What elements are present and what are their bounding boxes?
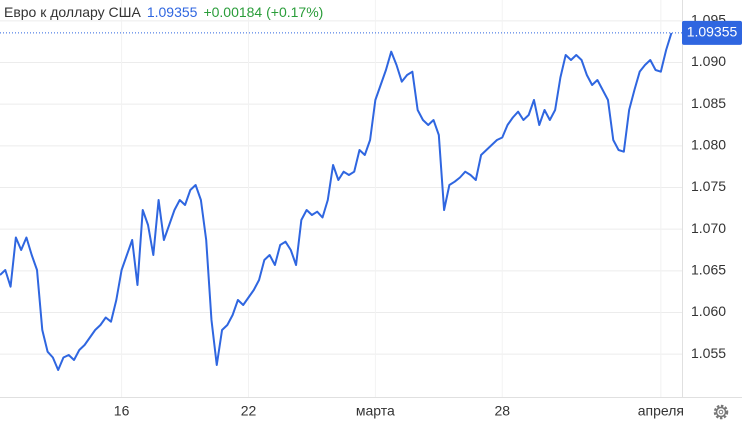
x-tick-label: марта bbox=[356, 403, 395, 419]
x-tick-label: 28 bbox=[494, 403, 510, 419]
plot bbox=[0, 32, 682, 371]
header: Евро к доллару США 1.09355 +0.00184 (+0.17… bbox=[4, 4, 323, 20]
x-tick-label: апреля bbox=[638, 403, 684, 419]
current-price: 1.09355 bbox=[147, 4, 198, 20]
price-badge-label: 1.09355 bbox=[687, 24, 738, 40]
price-badge bbox=[682, 20, 742, 45]
gear-teeth bbox=[713, 404, 729, 420]
x-tick-label: 22 bbox=[241, 403, 257, 419]
x-tick-label: 16 bbox=[114, 403, 130, 419]
y-tick-label: 1.055 bbox=[691, 345, 726, 361]
gear-hole bbox=[718, 409, 724, 415]
y-tick-label: 1.080 bbox=[691, 137, 726, 153]
gear-body bbox=[715, 406, 727, 418]
grid bbox=[0, 0, 682, 397]
y-tick-label: 1.060 bbox=[691, 303, 726, 319]
y-tick-label: 1.075 bbox=[691, 178, 726, 194]
chart-title: Евро к доллару США bbox=[4, 4, 141, 20]
y-tick-label: 1.085 bbox=[691, 95, 726, 111]
y-tick-label: 1.065 bbox=[691, 262, 726, 278]
y-tick-label: 1.070 bbox=[691, 220, 726, 236]
y-tick-label: 1.090 bbox=[691, 53, 726, 69]
price-line bbox=[0, 32, 673, 371]
settings-icon[interactable] bbox=[713, 404, 729, 420]
price-change: +0.00184 (+0.17%) bbox=[203, 4, 323, 20]
